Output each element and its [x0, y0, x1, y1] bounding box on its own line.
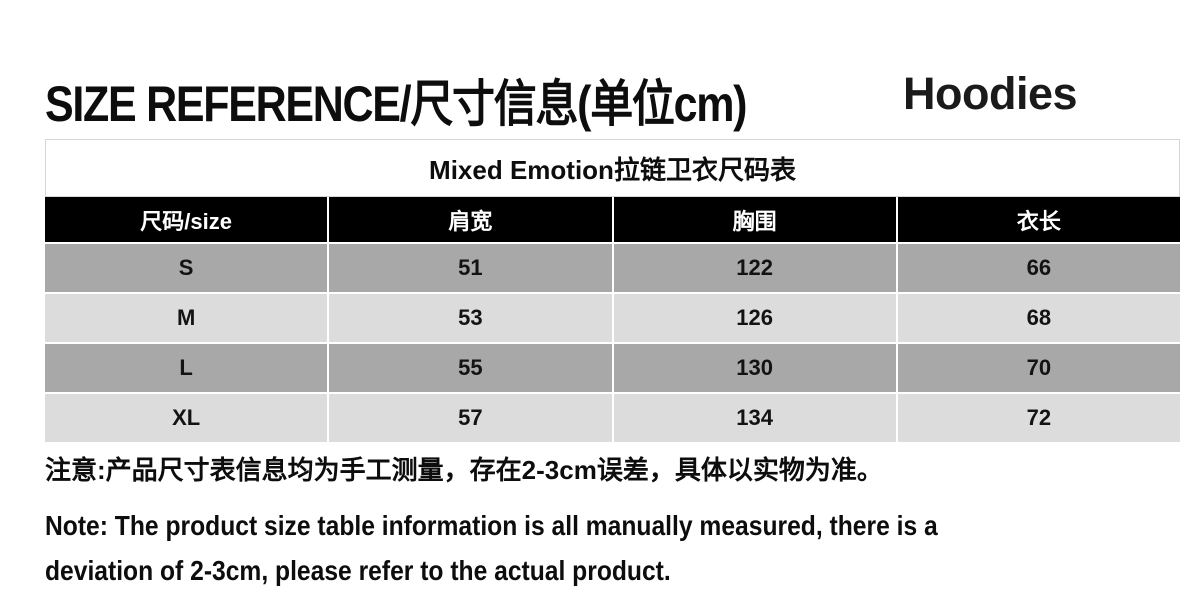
measurement-cell: 134	[613, 394, 896, 442]
page-title: SIZE REFERENCE/尺寸信息(单位cm)	[45, 76, 747, 132]
measurement-cell: 68	[897, 294, 1180, 342]
column-header-size: 尺码/size	[45, 197, 328, 242]
measurement-cell: 70	[897, 344, 1180, 392]
size-cell: L	[45, 344, 328, 392]
column-header-shoulder: 肩宽	[329, 197, 612, 242]
measurement-cell: 72	[897, 394, 1180, 442]
size-table: Mixed Emotion拉链卫衣尺码表 尺码/size 肩宽 胸围 衣长 S …	[45, 139, 1180, 442]
measurement-cell: 126	[613, 294, 896, 342]
measurement-cell: 55	[329, 344, 612, 392]
size-cell: XL	[45, 394, 328, 442]
note-english: Note: The product size table information…	[45, 503, 938, 593]
column-header-length: 衣长	[897, 197, 1180, 242]
measurement-cell: 66	[897, 244, 1180, 292]
note-english-line1: Note: The product size table information…	[45, 510, 938, 541]
column-header-chest: 胸围	[613, 197, 896, 242]
size-cell: M	[45, 294, 328, 342]
size-cell: S	[45, 244, 328, 292]
measurement-cell: 122	[613, 244, 896, 292]
measurement-cell: 57	[329, 394, 612, 442]
measurement-cell: 53	[329, 294, 612, 342]
table-caption: Mixed Emotion拉链卫衣尺码表	[45, 139, 1180, 197]
category-label: Hoodies	[903, 68, 1078, 119]
measurement-cell: 130	[613, 344, 896, 392]
table-grid: 尺码/size 肩宽 胸围 衣长 S 51 122 66 M 53 126 68…	[45, 197, 1180, 442]
measurement-cell: 51	[329, 244, 612, 292]
note-chinese: 注意:产品尺寸表信息均为手工测量，存在2-3cm误差，具体以实物为准。	[45, 455, 883, 485]
note-english-line2: deviation of 2-3cm, please refer to the …	[45, 555, 671, 586]
